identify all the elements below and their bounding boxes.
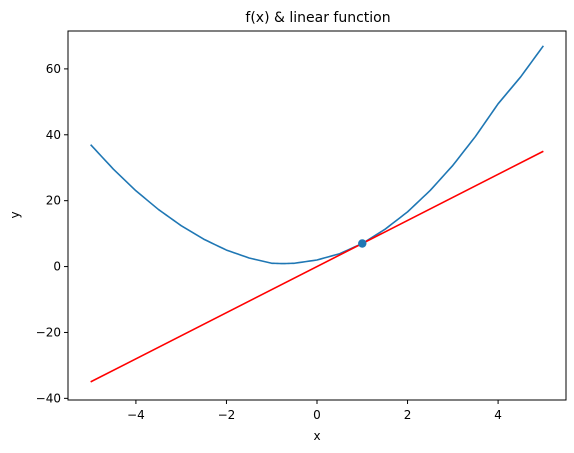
y-tick-label: 60 [46,62,61,76]
x-axis: −4 −2 0 2 4 [127,400,502,422]
y-tick-label: −20 [36,325,61,339]
axes-frame [67,30,567,401]
y-axis-label: y [8,211,22,218]
y-tick-label: 0 [53,260,61,274]
series-curve-line [90,45,545,265]
x-tick-label: −4 [127,408,145,422]
data-point [358,239,367,248]
x-axis-label: x [313,429,320,443]
x-tick-label: 4 [494,408,502,422]
y-tick-label: 40 [46,128,61,142]
x-tick-label: −2 [218,408,236,422]
chart-title: f(x) & linear function [245,10,390,26]
x-tick-label: 2 [404,408,412,422]
y-axis: −40 −20 0 20 40 60 [36,62,68,405]
y-tick-label: −40 [36,391,61,405]
x-tick-label: 0 [313,408,321,422]
series-linear-line [90,150,544,383]
y-tick-label: 20 [46,194,61,208]
plot-area [90,45,545,383]
